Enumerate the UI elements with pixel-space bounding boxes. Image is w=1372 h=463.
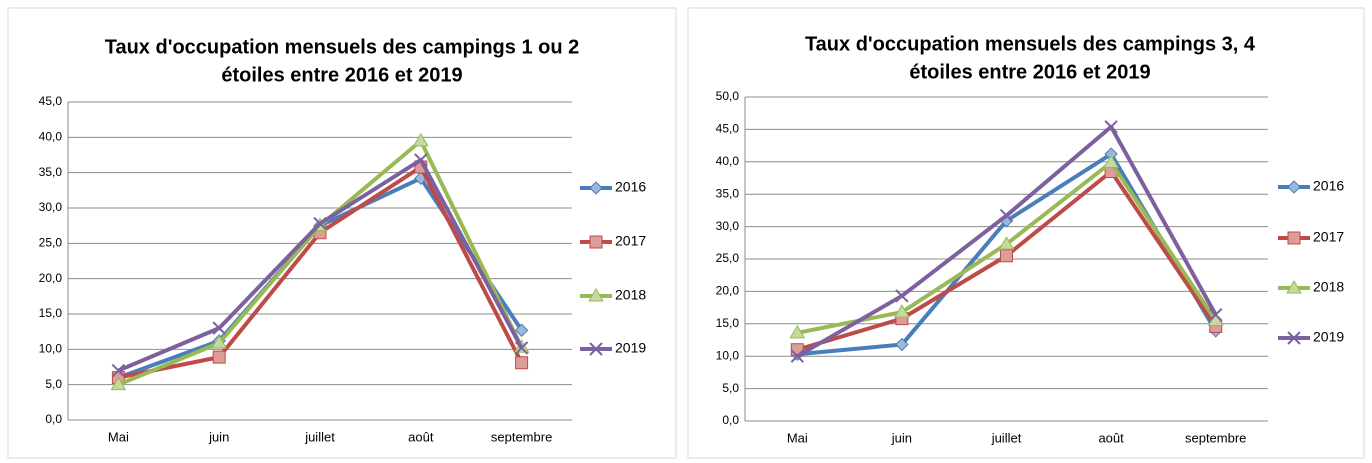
y-tick-label: 35,0 (39, 165, 63, 179)
y-tick-label: 5,0 (45, 377, 62, 391)
y-tick-label: 40,0 (716, 154, 740, 168)
chart-title: étoiles entre 2016 et 2019 (221, 64, 462, 86)
marker (1104, 120, 1118, 134)
y-tick-label: 5,0 (722, 381, 739, 395)
y-tick-label: 10,0 (716, 348, 740, 362)
legend-marker (1287, 331, 1301, 345)
x-tick-label: juillet (991, 430, 1022, 445)
chart-panel (687, 7, 1365, 459)
marker (514, 323, 529, 337)
legend-marker (589, 181, 603, 195)
marker (211, 334, 228, 349)
x-tick-label: juin (891, 430, 912, 445)
y-tick-label: 45,0 (716, 122, 740, 136)
chart-title: Taux d'occupation mensuels des campings … (105, 36, 580, 58)
y-tick-label: 0,0 (722, 413, 739, 427)
legend-label: 2017 (1313, 229, 1344, 245)
marker (895, 337, 909, 352)
marker (212, 350, 226, 364)
marker (895, 289, 909, 303)
legend-marker (1287, 180, 1301, 194)
legend-label: 2018 (1313, 279, 1344, 295)
x-tick-label: septembre (1185, 430, 1246, 445)
y-tick-label: 25,0 (716, 251, 740, 265)
legend-marker (589, 342, 603, 356)
legend-label: 2018 (615, 287, 646, 303)
x-tick-label: août (1098, 430, 1124, 445)
marker (412, 132, 429, 147)
marker (998, 236, 1015, 250)
marker (515, 356, 529, 370)
legend-marker (588, 288, 604, 302)
legend-marker (1287, 231, 1301, 245)
chart-title: étoiles entre 2016 et 2019 (909, 61, 1150, 83)
x-tick-label: Mai (787, 430, 808, 445)
marker (1208, 308, 1223, 322)
legend-label: 2016 (615, 179, 646, 195)
x-tick-label: Mai (108, 429, 129, 444)
y-tick-label: 30,0 (39, 200, 63, 214)
y-tick-label: 35,0 (716, 186, 740, 200)
legend-marker (1286, 280, 1302, 294)
marker (414, 153, 428, 167)
marker (894, 304, 910, 318)
x-tick-label: juin (208, 429, 229, 444)
y-tick-label: 30,0 (716, 219, 740, 233)
y-tick-label: 40,0 (39, 130, 63, 144)
marker (110, 376, 127, 391)
marker (789, 324, 806, 339)
chart-title: Taux d'occupation mensuels des campings … (805, 33, 1256, 55)
marker (111, 363, 126, 378)
y-tick-label: 45,0 (39, 94, 63, 108)
marker (1103, 154, 1119, 168)
y-tick-label: 20,0 (39, 271, 63, 285)
y-tick-label: 20,0 (716, 284, 740, 298)
marker (212, 321, 226, 335)
y-tick-label: 25,0 (39, 236, 63, 250)
marker (790, 349, 805, 363)
y-tick-label: 15,0 (39, 306, 63, 320)
marker (999, 208, 1014, 223)
y-tick-label: 50,0 (716, 89, 740, 103)
marker (514, 341, 529, 355)
x-tick-label: septembre (491, 429, 552, 444)
x-tick-label: juillet (304, 429, 335, 444)
legend-marker (589, 235, 603, 249)
marker (313, 216, 327, 231)
y-tick-label: 0,0 (45, 412, 62, 426)
x-tick-label: août (408, 429, 434, 444)
legend-label: 2017 (615, 233, 646, 249)
y-tick-label: 10,0 (39, 342, 63, 356)
legend-label: 2019 (1313, 329, 1344, 345)
legend-label: 2016 (1313, 178, 1344, 194)
y-tick-label: 15,0 (716, 316, 740, 330)
legend-label: 2019 (615, 340, 646, 356)
marker (1000, 249, 1013, 263)
